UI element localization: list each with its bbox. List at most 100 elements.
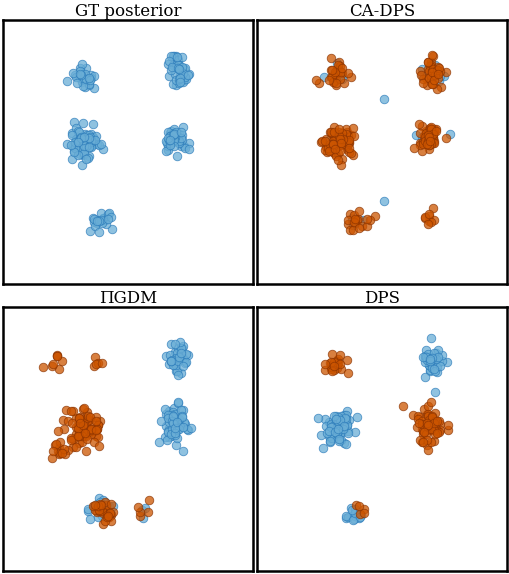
Point [331,149,339,158]
Point [354,513,362,522]
Point [336,68,344,77]
Point [91,506,99,515]
Point [334,136,343,145]
Point [423,135,432,144]
Point [99,214,107,223]
Point [179,122,187,131]
Point [339,410,347,419]
Point [94,442,102,451]
Point [334,65,343,75]
Point [82,408,91,417]
Point [178,130,186,139]
Point [179,447,187,456]
Point [169,141,178,150]
Point [342,406,350,416]
Point [417,64,426,73]
Point [82,141,90,150]
Point [319,72,327,82]
Point [338,134,347,144]
Point [93,425,101,434]
Point [435,362,443,371]
Point [179,423,187,432]
Point [321,135,329,144]
Point [354,502,362,511]
Point [87,141,95,150]
Point [87,425,95,435]
Point [73,137,81,146]
Point [179,355,187,364]
Point [332,364,341,373]
Point [89,84,97,93]
Point [82,428,91,437]
Point [336,350,344,359]
Point [74,138,82,147]
Point [76,424,84,433]
Point [183,424,191,433]
Point [415,412,423,421]
Point [171,355,179,364]
Point [87,71,95,80]
Point [164,427,172,436]
Point [321,365,329,374]
Point [365,215,373,224]
Point [353,214,361,223]
Point [169,361,178,370]
Point [175,418,183,428]
Point [341,410,349,419]
Point [417,138,425,147]
Point [76,73,84,83]
Point [162,351,170,360]
Point [427,353,435,362]
Point [424,125,432,134]
Point [73,79,81,88]
Point [327,350,335,359]
Point [331,75,339,84]
Point [103,210,111,219]
Point [171,428,179,437]
Point [380,94,388,103]
Point [169,418,178,427]
Point [56,437,64,447]
Point [55,449,63,458]
Point [337,63,346,72]
Point [422,421,430,430]
Point [72,443,80,452]
Point [426,65,434,75]
Point [168,136,177,145]
Point [331,151,339,160]
Point [169,129,178,138]
Point [425,137,433,146]
Point [326,127,334,137]
Point [421,126,429,135]
Point [92,131,100,141]
Point [362,221,371,230]
Point [414,120,422,129]
Point [422,435,431,444]
Point [82,77,91,86]
Point [93,499,101,508]
Point [72,73,80,82]
Point [97,359,105,368]
Point [332,429,341,438]
Point [433,352,441,361]
Point [431,125,439,134]
Point [331,425,339,435]
Point [422,440,431,449]
Point [82,140,91,149]
Point [436,83,444,92]
Point [422,409,431,418]
Point [434,358,442,367]
Point [169,52,178,61]
Point [425,360,433,369]
Point [344,138,352,147]
Point [343,141,351,150]
Point [69,443,77,452]
Point [324,146,332,156]
Point [97,219,105,228]
Point [176,338,184,347]
Point [174,133,182,142]
Point [95,494,103,503]
Point [354,223,362,232]
Point [105,209,113,218]
Point [428,138,436,148]
